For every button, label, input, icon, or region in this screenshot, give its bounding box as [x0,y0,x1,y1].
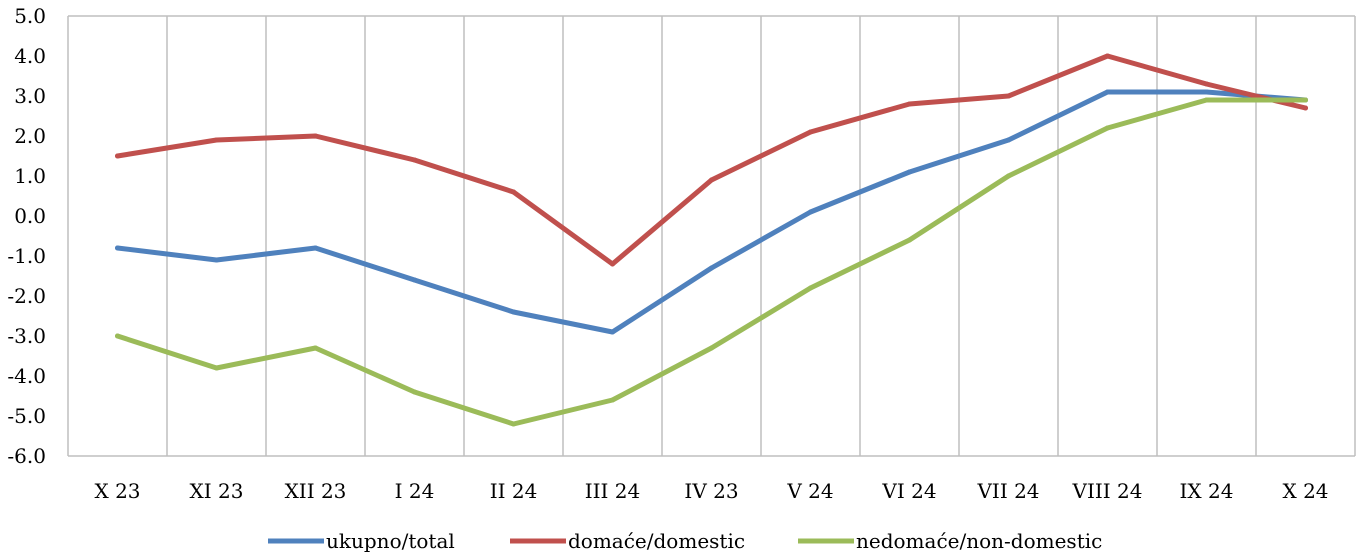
data-point [412,389,417,395]
series-lines [115,53,1308,427]
y-tick-label: 5.0 [14,4,46,28]
data-point [313,133,318,139]
data-point [511,421,516,427]
x-tick-label: I 24 [395,479,435,503]
data-point [115,333,120,339]
data-point [1105,89,1110,95]
data-point [808,285,813,291]
y-tick-label: 0.0 [14,204,46,228]
data-point [1006,137,1011,143]
legend-label: nedomaće/non-domestic [856,529,1102,553]
data-point [214,365,219,371]
data-point [1105,53,1110,59]
x-tick-label: II 24 [490,479,538,503]
x-tick-label: VI 24 [881,479,936,503]
data-point [1303,97,1308,103]
data-point [907,237,912,243]
y-tick-label: 1.0 [14,164,46,188]
data-point [214,137,219,143]
legend: ukupno/total domaće/domestic nedomaće/non-… [268,529,1102,553]
series-line [115,89,1308,335]
data-point [1204,89,1209,95]
data-point [412,157,417,163]
data-point [709,345,714,351]
series-line [115,53,1308,267]
data-point [313,245,318,251]
data-point [907,101,912,107]
y-tick-label: 4.0 [14,44,46,68]
data-point [511,309,516,315]
data-point [808,129,813,135]
data-point [115,245,120,251]
x-tick-label: III 24 [585,479,641,503]
x-tick-label: X 24 [1282,479,1328,503]
x-tick-label: V 24 [786,479,833,503]
data-point [1006,173,1011,179]
y-tick-label: -3.0 [7,324,46,348]
x-tick-label: VII 24 [976,479,1039,503]
data-point [214,257,219,263]
data-point [808,209,813,215]
data-point [907,169,912,175]
x-tick-label: IV 23 [684,479,738,503]
data-point [709,265,714,271]
data-point [412,277,417,283]
y-axis-labels: 5.0 4.0 3.0 2.0 1.0 0.0 -1.0 -2.0 -3.0 -4.0 -5.0 -6… [7,4,46,468]
data-point [1105,125,1110,131]
x-tick-label: X 23 [94,479,140,503]
y-tick-label: -6.0 [7,444,46,468]
legend-label: domaće/domestic [568,529,745,553]
y-tick-label: -2.0 [7,284,46,308]
data-point [1204,81,1209,87]
y-tick-label: -4.0 [7,364,46,388]
x-tick-label: IX 24 [1180,479,1234,503]
data-point [511,189,516,195]
data-point [610,397,615,403]
x-tick-label: XII 23 [285,479,347,503]
data-point [709,177,714,183]
data-point [610,261,615,267]
x-tick-label: VIII 24 [1072,479,1143,503]
data-point [313,345,318,351]
x-axis-labels: X 23 XI 23 XII 23 I 24 II 24 III 24 IV 23 V 24 V… [94,479,1328,503]
y-tick-label: -1.0 [7,244,46,268]
legend-label: ukupno/total [326,529,455,553]
grid-lines [67,15,1356,457]
series-line [115,97,1308,427]
data-point [115,153,120,159]
y-tick-label: 2.0 [14,124,46,148]
y-tick-label: 3.0 [14,84,46,108]
data-point [1204,97,1209,103]
data-point [1006,93,1011,99]
data-point [610,329,615,335]
data-point [1303,105,1308,111]
x-tick-label: XI 23 [190,479,244,503]
y-tick-label: -5.0 [7,404,46,428]
